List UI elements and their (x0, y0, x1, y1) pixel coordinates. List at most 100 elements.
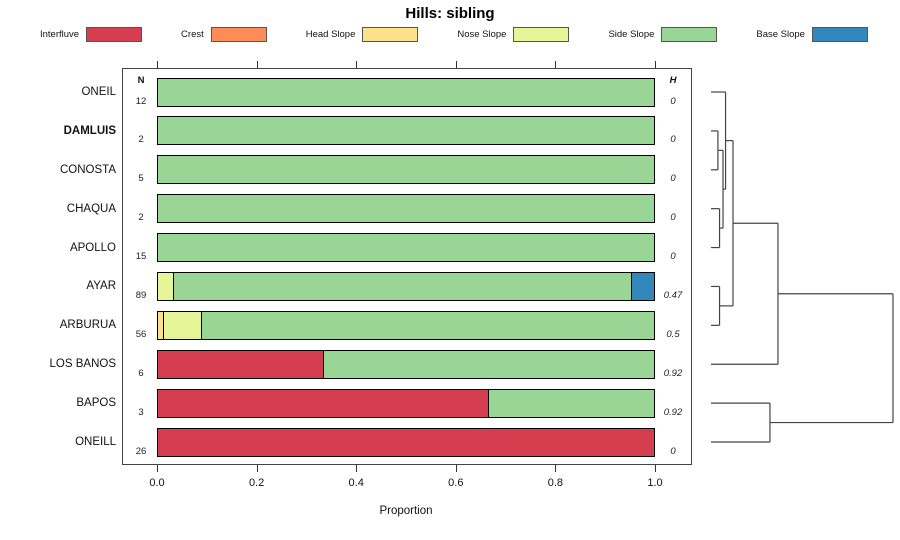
legend-swatch (362, 26, 419, 42)
stacked-bar (157, 194, 655, 224)
legend-label: Crest (181, 28, 204, 40)
x-axis-tick-bottom (256, 465, 258, 472)
h-value: 0 (670, 212, 676, 224)
h-value: 0 (670, 95, 676, 107)
legend-item: Nose Slope (457, 26, 570, 42)
bar-segment (158, 195, 654, 223)
legend-item: Crest (181, 26, 267, 42)
stacked-bar (157, 388, 655, 418)
x-axis-tick-top (256, 61, 258, 68)
legend-label: Base Slope (756, 28, 805, 40)
bar-segment (173, 272, 632, 300)
h-value: 0.92 (663, 367, 683, 379)
h-value: 0.5 (666, 328, 680, 340)
stacked-bar (157, 155, 655, 185)
legend-label: Interfluve (40, 28, 80, 40)
bar-segment (158, 311, 165, 339)
h-column-header: H (669, 75, 677, 86)
bar-segment (489, 389, 654, 417)
x-axis-tick-label: 0.0 (149, 477, 165, 489)
legend-item: Base Slope (756, 26, 868, 42)
n-value: 5 (138, 173, 144, 185)
bar-segment (631, 272, 654, 300)
stacked-bar (157, 427, 655, 457)
h-value: 0.47 (663, 289, 683, 301)
legend-item: Interfluve (40, 26, 143, 42)
legend-swatch (513, 26, 570, 42)
x-axis-tick-label: 0.2 (248, 477, 265, 489)
bar-segment (158, 78, 654, 106)
h-value: 0 (670, 251, 676, 263)
x-axis-tick-bottom (455, 465, 457, 472)
row-label: ONEIL (81, 86, 116, 98)
x-axis-title: Proportion (379, 505, 433, 517)
stacked-bar (157, 271, 655, 301)
n-value: 56 (135, 328, 147, 340)
x-axis-tick-top (555, 61, 557, 68)
row-label: AYAR (86, 280, 116, 293)
n-value: 89 (135, 289, 147, 301)
n-column-header: N (137, 75, 145, 86)
row-label: ONEILL (75, 436, 116, 448)
n-value: 6 (138, 367, 144, 379)
bar-segment (201, 311, 654, 339)
bar-segment (158, 117, 654, 145)
x-axis-tick-label: 0.6 (448, 477, 464, 489)
h-value: 0 (670, 173, 676, 185)
x-axis-tick-label: 1.0 (647, 477, 663, 489)
bar-segment (158, 272, 174, 300)
legend-swatch (210, 26, 267, 42)
x-axis-tick-bottom (555, 465, 557, 472)
legend-swatch (661, 26, 718, 42)
n-value: 26 (135, 445, 147, 457)
n-value: 2 (138, 212, 144, 224)
row-label: ARBURUA (59, 319, 116, 332)
x-axis-tick-top (455, 61, 457, 68)
x-axis-tick-label: 0.4 (348, 477, 364, 489)
legend: Interfluve Crest Head Slope Nose Slope Side … (40, 25, 868, 43)
n-value: 12 (135, 95, 147, 107)
stacked-bar (157, 310, 655, 340)
bar-segment (158, 389, 490, 417)
bar-segment (158, 234, 654, 262)
h-value: 0.92 (663, 406, 683, 418)
plot-area-border (122, 68, 692, 465)
h-value: 0 (670, 445, 676, 457)
x-axis-tick-top (655, 61, 656, 68)
legend-label: Nose Slope (457, 28, 507, 40)
x-axis-tick-bottom (655, 465, 656, 472)
bar-segment (323, 350, 654, 378)
x-axis-tick-top (356, 61, 358, 68)
x-axis-tick-top (157, 61, 158, 68)
row-label: APOLLO (69, 241, 116, 254)
chart-title: Hills: sibling (405, 5, 495, 22)
row-label: CHAQUA (66, 202, 116, 215)
row-label: DAMLUIS (63, 124, 116, 137)
legend-label: Head Slope (305, 28, 356, 40)
stacked-bar (157, 116, 655, 146)
bar-segment (158, 428, 654, 456)
h-value: 0 (670, 134, 676, 146)
legend-swatch (86, 26, 143, 42)
row-label: BAPOS (76, 397, 116, 410)
bar-segment (158, 156, 654, 184)
stacked-bar (157, 349, 655, 379)
x-axis-tick-bottom (157, 465, 158, 472)
n-value: 2 (138, 134, 144, 146)
row-label: LOS BANOS (49, 358, 116, 371)
stacked-bar (157, 233, 655, 263)
n-value: 15 (135, 251, 147, 263)
bar-segment (158, 350, 324, 378)
x-axis-tick-label: 0.8 (547, 477, 564, 489)
legend-swatch (811, 26, 868, 42)
x-axis-tick-bottom (356, 465, 358, 472)
n-value: 3 (138, 406, 144, 418)
legend-item: Side Slope (608, 26, 718, 42)
bar-segment (164, 311, 202, 339)
legend-label: Side Slope (608, 28, 655, 40)
row-label: CONOSTA (59, 163, 116, 176)
legend-item: Head Slope (305, 26, 419, 42)
stacked-bar (157, 77, 655, 107)
